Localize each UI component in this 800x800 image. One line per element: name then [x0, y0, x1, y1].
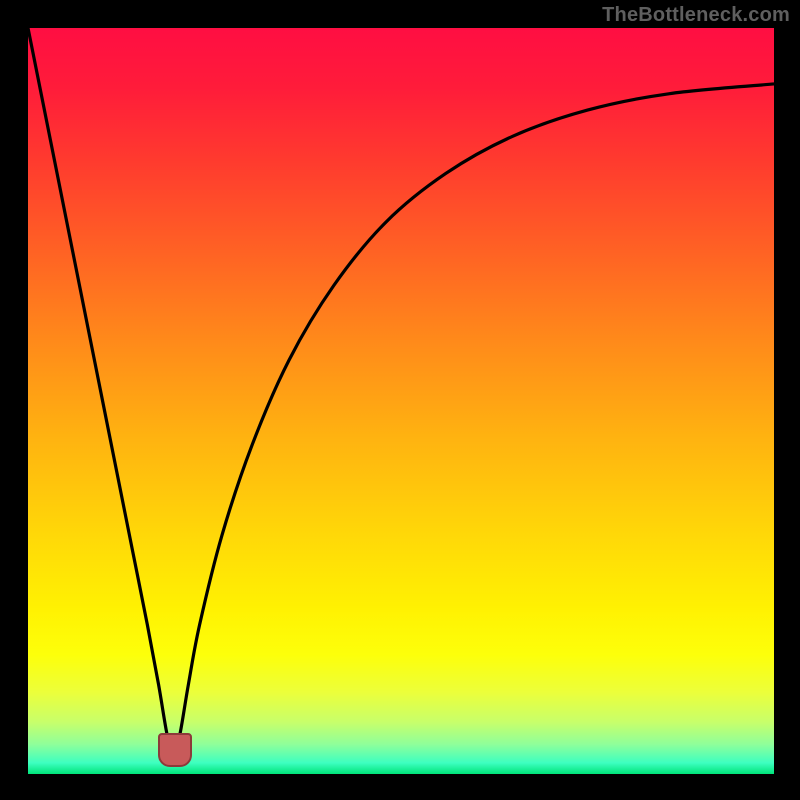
watermark-text: TheBottleneck.com [602, 4, 790, 27]
plot-area [28, 28, 774, 774]
chart-container: TheBottleneck.com [0, 0, 800, 800]
curve-path [28, 28, 774, 759]
bottleneck-curve [28, 28, 774, 774]
optimal-point-marker [158, 733, 192, 767]
